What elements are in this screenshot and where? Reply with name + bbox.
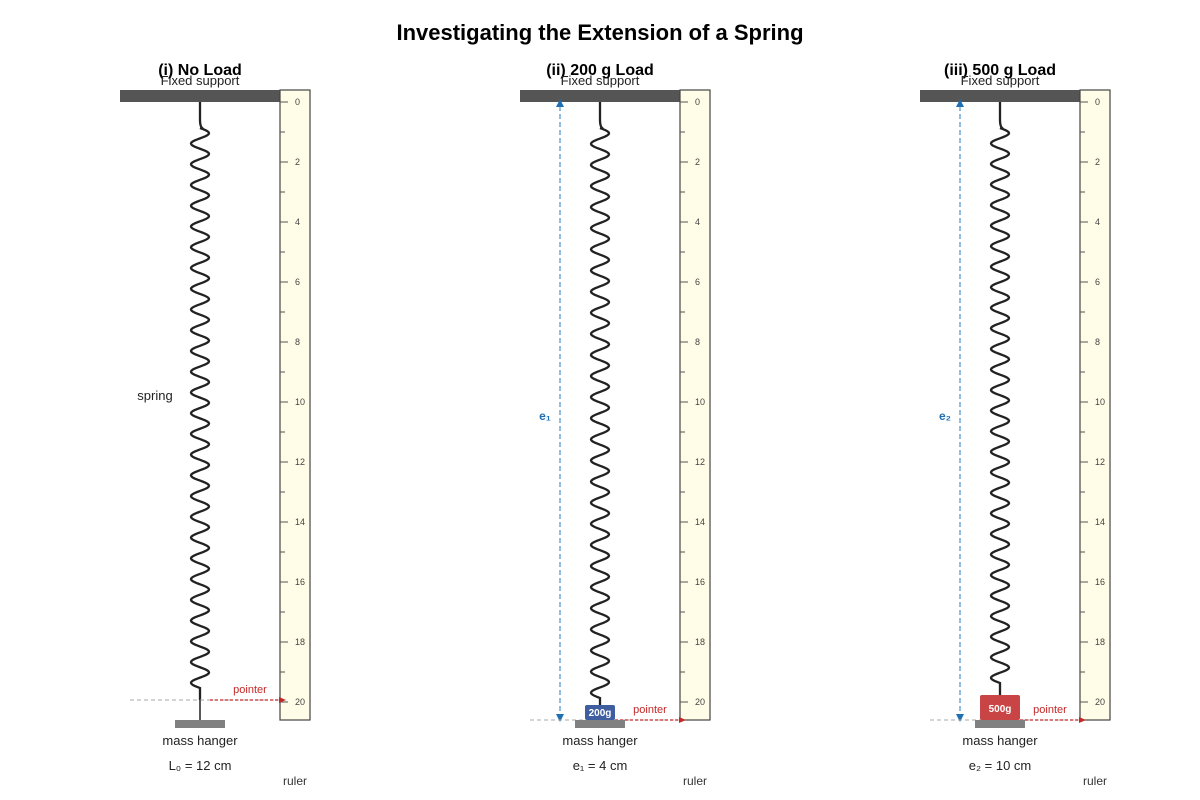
mass-label: 200g <box>589 708 612 719</box>
measurement-label: e₁ = 4 cm <box>573 758 628 773</box>
ruler-tick-label: 20 <box>1095 697 1105 707</box>
extension-arrowhead-bottom <box>556 714 564 722</box>
ruler-tick-label: 12 <box>695 457 705 467</box>
ruler-label: ruler <box>683 774 707 788</box>
measurement-label: e₂ = 10 cm <box>969 758 1032 773</box>
ruler-tick-label: 8 <box>1095 337 1100 347</box>
spring-coil <box>589 102 611 710</box>
hanger-label: mass hanger <box>962 733 1038 748</box>
pointer-arrowhead <box>679 717 686 723</box>
panel-title: (iii) 500 g Load <box>944 62 1056 79</box>
extension-arrowhead-top <box>556 99 564 107</box>
mass-500g <box>980 695 1020 720</box>
fixed-support <box>520 90 682 102</box>
ruler-tick-label: 16 <box>295 577 305 587</box>
hanger-label: mass hanger <box>162 733 238 748</box>
support-label: Fixed support <box>961 73 1040 88</box>
ruler-tick-label: 0 <box>1095 97 1100 107</box>
extension-symbol: e₁ <box>539 409 551 423</box>
ruler-tick-label: 14 <box>295 517 305 527</box>
ruler-tick-label: 10 <box>1095 397 1105 407</box>
pointer-label: pointer <box>633 704 667 716</box>
ruler-tick-label: 14 <box>1095 517 1105 527</box>
ruler-tick-label: 8 <box>295 337 300 347</box>
pointer-label: pointer <box>1033 704 1067 716</box>
ruler-tick-label: 16 <box>695 577 705 587</box>
ruler-tick-label: 4 <box>695 217 700 227</box>
panel-title: (i) No Load <box>158 62 242 79</box>
mass-200g <box>585 705 615 720</box>
spring-coil <box>189 102 211 700</box>
diagram-title: Investigating the Extension of a Spring <box>396 20 803 45</box>
ruler-tick-label: 12 <box>295 457 305 467</box>
ruler-tick-label: 4 <box>295 217 300 227</box>
ruler-tick-label: 18 <box>1095 637 1105 647</box>
ruler-tick-label: 2 <box>1095 157 1100 167</box>
ruler-tick-label: 20 <box>295 697 305 707</box>
ruler-tick-label: 20 <box>695 697 705 707</box>
pointer-label: pointer <box>233 684 267 696</box>
support-label: Fixed support <box>561 73 640 88</box>
panel-no-load: (i) No Load Fixed support 0 2 4 6 8 10 12 14 16 1… <box>120 62 311 788</box>
spring-coil <box>989 102 1011 695</box>
panel-500g-load: (iii) 500 g Load Fixed support 0 2 4 6 8 10 12… <box>920 62 1111 788</box>
mass-hanger <box>175 720 225 728</box>
ruler-tick-label: 0 <box>695 97 700 107</box>
extension-arrowhead-bottom <box>956 714 964 722</box>
ruler-tick-label: 18 <box>695 637 705 647</box>
pointer-arrowhead <box>1079 717 1086 723</box>
ruler-tick-label: 14 <box>695 517 705 527</box>
spring-label: spring <box>137 388 172 403</box>
ruler-tick-label: 10 <box>295 397 305 407</box>
ruler: 0 2 4 6 8 10 12 14 16 18 20 <box>679 89 711 721</box>
ruler: 0 2 4 6 8 10 12 14 16 18 20 <box>1079 89 1111 721</box>
ruler-label: ruler <box>1083 774 1107 788</box>
ruler-tick-label: 0 <box>295 97 300 107</box>
ruler-tick-label: 2 <box>295 157 300 167</box>
mass-hanger <box>975 720 1025 728</box>
ruler-tick-label: 2 <box>695 157 700 167</box>
mass-label: 500g <box>989 704 1012 715</box>
ruler-tick-label: 16 <box>1095 577 1105 587</box>
ruler-tick-label: 4 <box>1095 217 1100 227</box>
fixed-support <box>920 90 1082 102</box>
ruler: 0 2 4 6 8 10 12 14 16 18 20 <box>279 89 311 721</box>
fixed-support <box>120 90 282 102</box>
mass-hanger <box>575 720 625 728</box>
ruler-tick-label: 12 <box>1095 457 1105 467</box>
ruler-tick-label: 6 <box>695 277 700 287</box>
extension-symbol: e₂ <box>939 409 951 423</box>
ruler-label: ruler <box>283 774 307 788</box>
ruler-tick-label: 18 <box>295 637 305 647</box>
pointer-arrowhead <box>279 697 286 703</box>
measurement-label: L₀ = 12 cm <box>169 758 232 773</box>
ruler-tick-label: 6 <box>295 277 300 287</box>
ruler-tick-label: 6 <box>1095 277 1100 287</box>
panel-title: (ii) 200 g Load <box>546 62 654 79</box>
ruler-tick-label: 8 <box>695 337 700 347</box>
ruler-tick-label: 10 <box>695 397 705 407</box>
extension-arrowhead-top <box>956 99 964 107</box>
support-label: Fixed support <box>161 73 240 88</box>
panel-200g-load: (ii) 200 g Load Fixed support 0 2 4 6 8 10 12 1… <box>520 62 711 788</box>
hanger-label: mass hanger <box>562 733 638 748</box>
